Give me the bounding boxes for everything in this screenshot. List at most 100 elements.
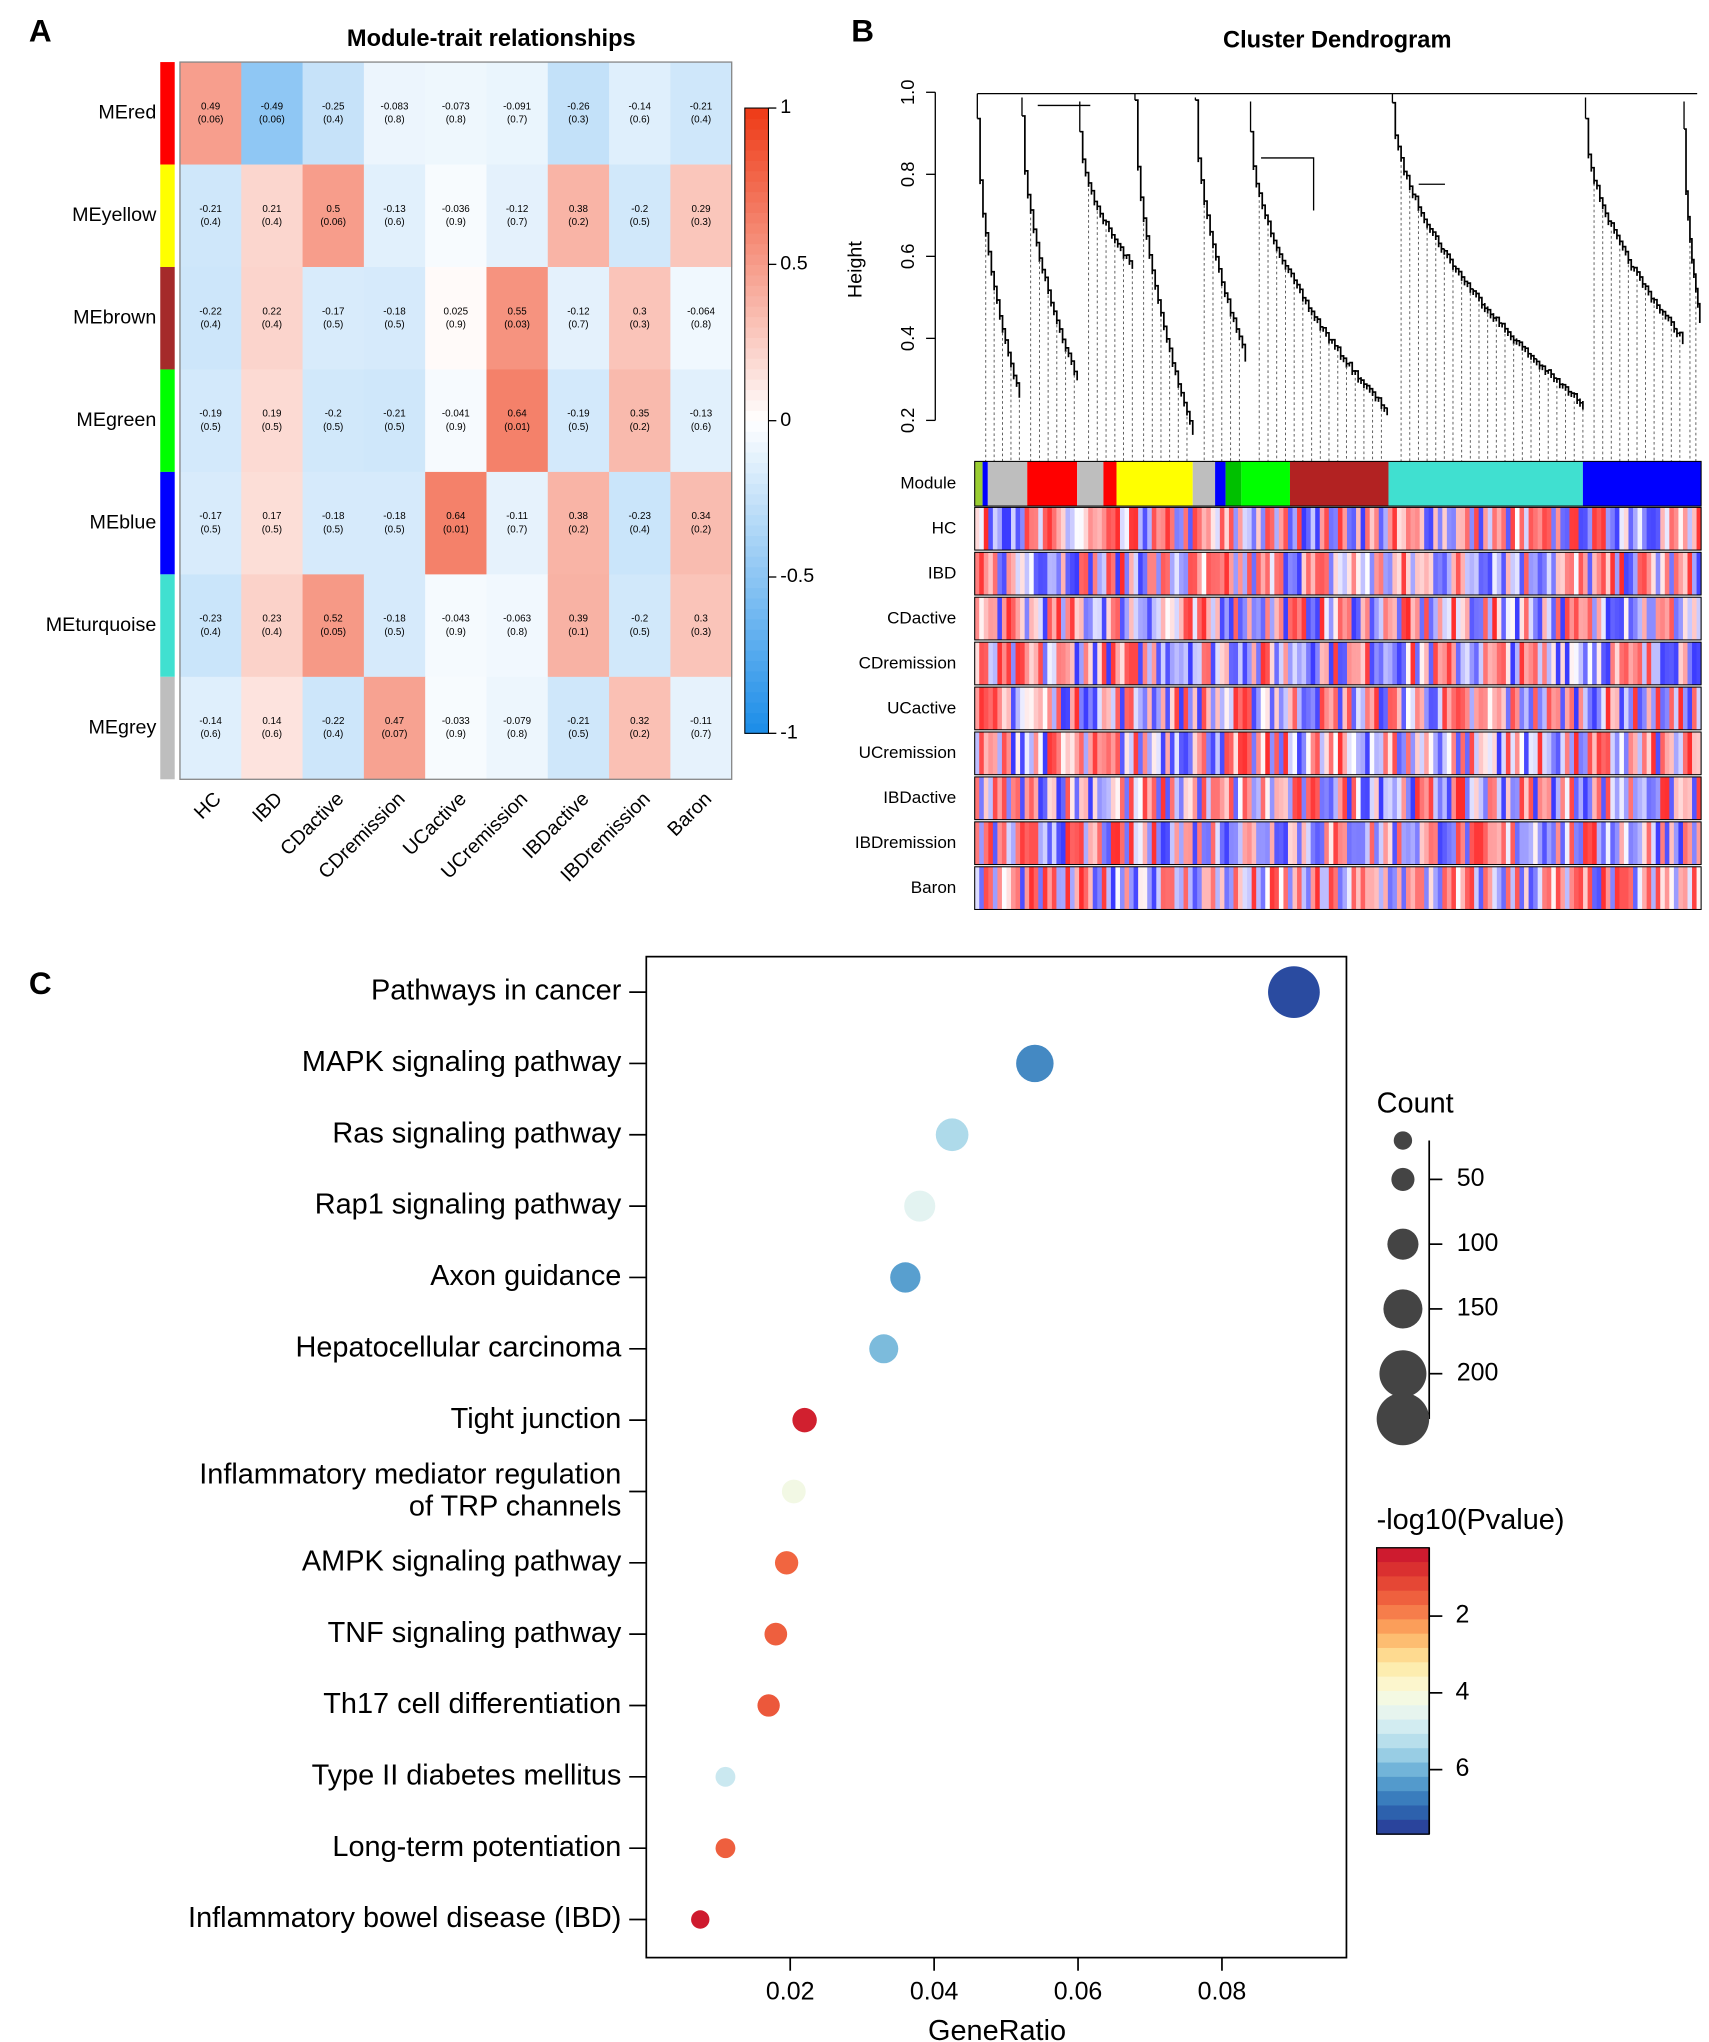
cell-p-value: (0.4): [200, 627, 220, 638]
cell: [609, 164, 672, 268]
trait-stripe: [1428, 687, 1434, 730]
colorbar-step: [744, 410, 769, 422]
trait-stripe: [1138, 776, 1144, 820]
trait-stripe: [1628, 507, 1634, 551]
cell: [425, 676, 488, 780]
trait-stripe: [1469, 732, 1475, 775]
trait-stripe: [1401, 642, 1407, 685]
trait-stripe: [1110, 866, 1116, 910]
trait-stripe: [1642, 507, 1648, 551]
cell-value: -0.23: [199, 614, 222, 625]
trait-stripe: [1129, 687, 1134, 730]
cell-p-value: (0.9): [446, 217, 466, 228]
trait-stripe: [1392, 642, 1398, 685]
trait-stripe: [1224, 642, 1230, 685]
colorbar-step: [744, 139, 769, 151]
cell-value: 0.38: [569, 204, 589, 215]
trait-stripe: [1487, 821, 1493, 865]
trait-stripe: [1524, 732, 1529, 775]
trait-stripe: [1610, 866, 1616, 910]
row-label: CDactive: [887, 608, 956, 627]
trait-stripe: [1283, 776, 1289, 820]
trait-stripe: [1455, 866, 1461, 910]
dendrogram-branch: [1684, 128, 1701, 323]
trait-stripe: [1687, 776, 1693, 820]
cell-value: 0.17: [262, 511, 281, 522]
trait-stripe: [1542, 552, 1548, 595]
trait-stripe: [1247, 507, 1253, 551]
trait-stripe: [1365, 552, 1371, 595]
trait-stripe: [1451, 776, 1457, 820]
cell: [179, 164, 242, 268]
colorbar-step: [744, 441, 769, 453]
trait-stripe: [1133, 776, 1139, 820]
trait-stripe: [1446, 732, 1452, 775]
trait-stripe: [1006, 821, 1012, 865]
trait-stripe: [1210, 732, 1216, 775]
trait-stripe: [1115, 642, 1121, 685]
trait-stripe: [1287, 552, 1293, 595]
trait-stripe: [1310, 732, 1316, 775]
trait-stripe: [1396, 776, 1402, 820]
trait-stripe: [1124, 821, 1130, 865]
trait-stripe: [1569, 552, 1575, 595]
trait-stripe: [1006, 732, 1012, 775]
cell: [241, 266, 304, 371]
trait-stripe: [1233, 732, 1239, 775]
trait-stripe: [1315, 732, 1321, 775]
trait-stripe: [1265, 821, 1271, 865]
trait-stripe: [1174, 642, 1180, 685]
trait-stripe: [1433, 687, 1439, 730]
trait-stripe: [1215, 821, 1221, 865]
trait-stripe: [1210, 687, 1216, 730]
dendrogram-leaf-line: [1593, 183, 1681, 462]
trait-stripe: [1415, 821, 1421, 865]
y-tick-label: 1.0: [897, 80, 918, 106]
trait-stripe: [1378, 552, 1384, 595]
trait-stripe: [1564, 866, 1570, 910]
trait-stripe: [1051, 552, 1057, 595]
trait-stripe: [1455, 507, 1461, 551]
trait-stripe: [1042, 687, 1048, 730]
trait-stripe: [1092, 732, 1098, 775]
trait-stripe: [1206, 552, 1212, 595]
trait-stripe: [1360, 552, 1366, 595]
trait-stripe: [1065, 821, 1071, 865]
trait-stripe: [1042, 776, 1048, 820]
y-tick-label: Axon guidance: [430, 1260, 621, 1292]
trait-stripe: [1560, 642, 1566, 685]
trait-stripe: [1138, 687, 1144, 730]
trait-stripe: [1433, 597, 1439, 640]
colorbar-step: [744, 597, 769, 609]
trait-stripe: [1383, 642, 1389, 685]
trait-stripe: [1215, 642, 1221, 685]
trait-stripe: [1365, 507, 1371, 551]
colorbar-step: [744, 399, 769, 411]
trait-stripe: [1569, 776, 1575, 820]
trait-stripe: [1492, 687, 1498, 730]
chart-title: Cluster Dendrogram: [1223, 27, 1451, 53]
trait-stripe: [1337, 821, 1343, 865]
trait-stripe: [1560, 507, 1566, 551]
trait-stripe: [1346, 821, 1352, 865]
trait-stripe: [1696, 552, 1702, 595]
trait-stripe: [1469, 507, 1475, 551]
trait-stripe: [1033, 732, 1039, 775]
trait-stripe: [1287, 597, 1293, 640]
trait-stripe: [1297, 507, 1302, 551]
cell: [179, 266, 242, 371]
trait-stripe: [1551, 597, 1557, 640]
trait-stripe: [1396, 642, 1402, 685]
trait-stripe: [1510, 552, 1516, 595]
trait-stripe: [1101, 821, 1107, 865]
trait-stripe: [1051, 687, 1057, 730]
trait-stripe: [1583, 597, 1589, 640]
trait-stripe: [1451, 732, 1457, 775]
trait-stripe: [1682, 642, 1688, 685]
trait-stripe: [1051, 866, 1057, 910]
cell: [547, 369, 610, 473]
dendrogram-leaf-line: [1088, 188, 1133, 462]
trait-stripe: [1424, 821, 1430, 865]
trait-stripe: [1210, 821, 1216, 865]
trait-stripe: [1188, 821, 1194, 865]
